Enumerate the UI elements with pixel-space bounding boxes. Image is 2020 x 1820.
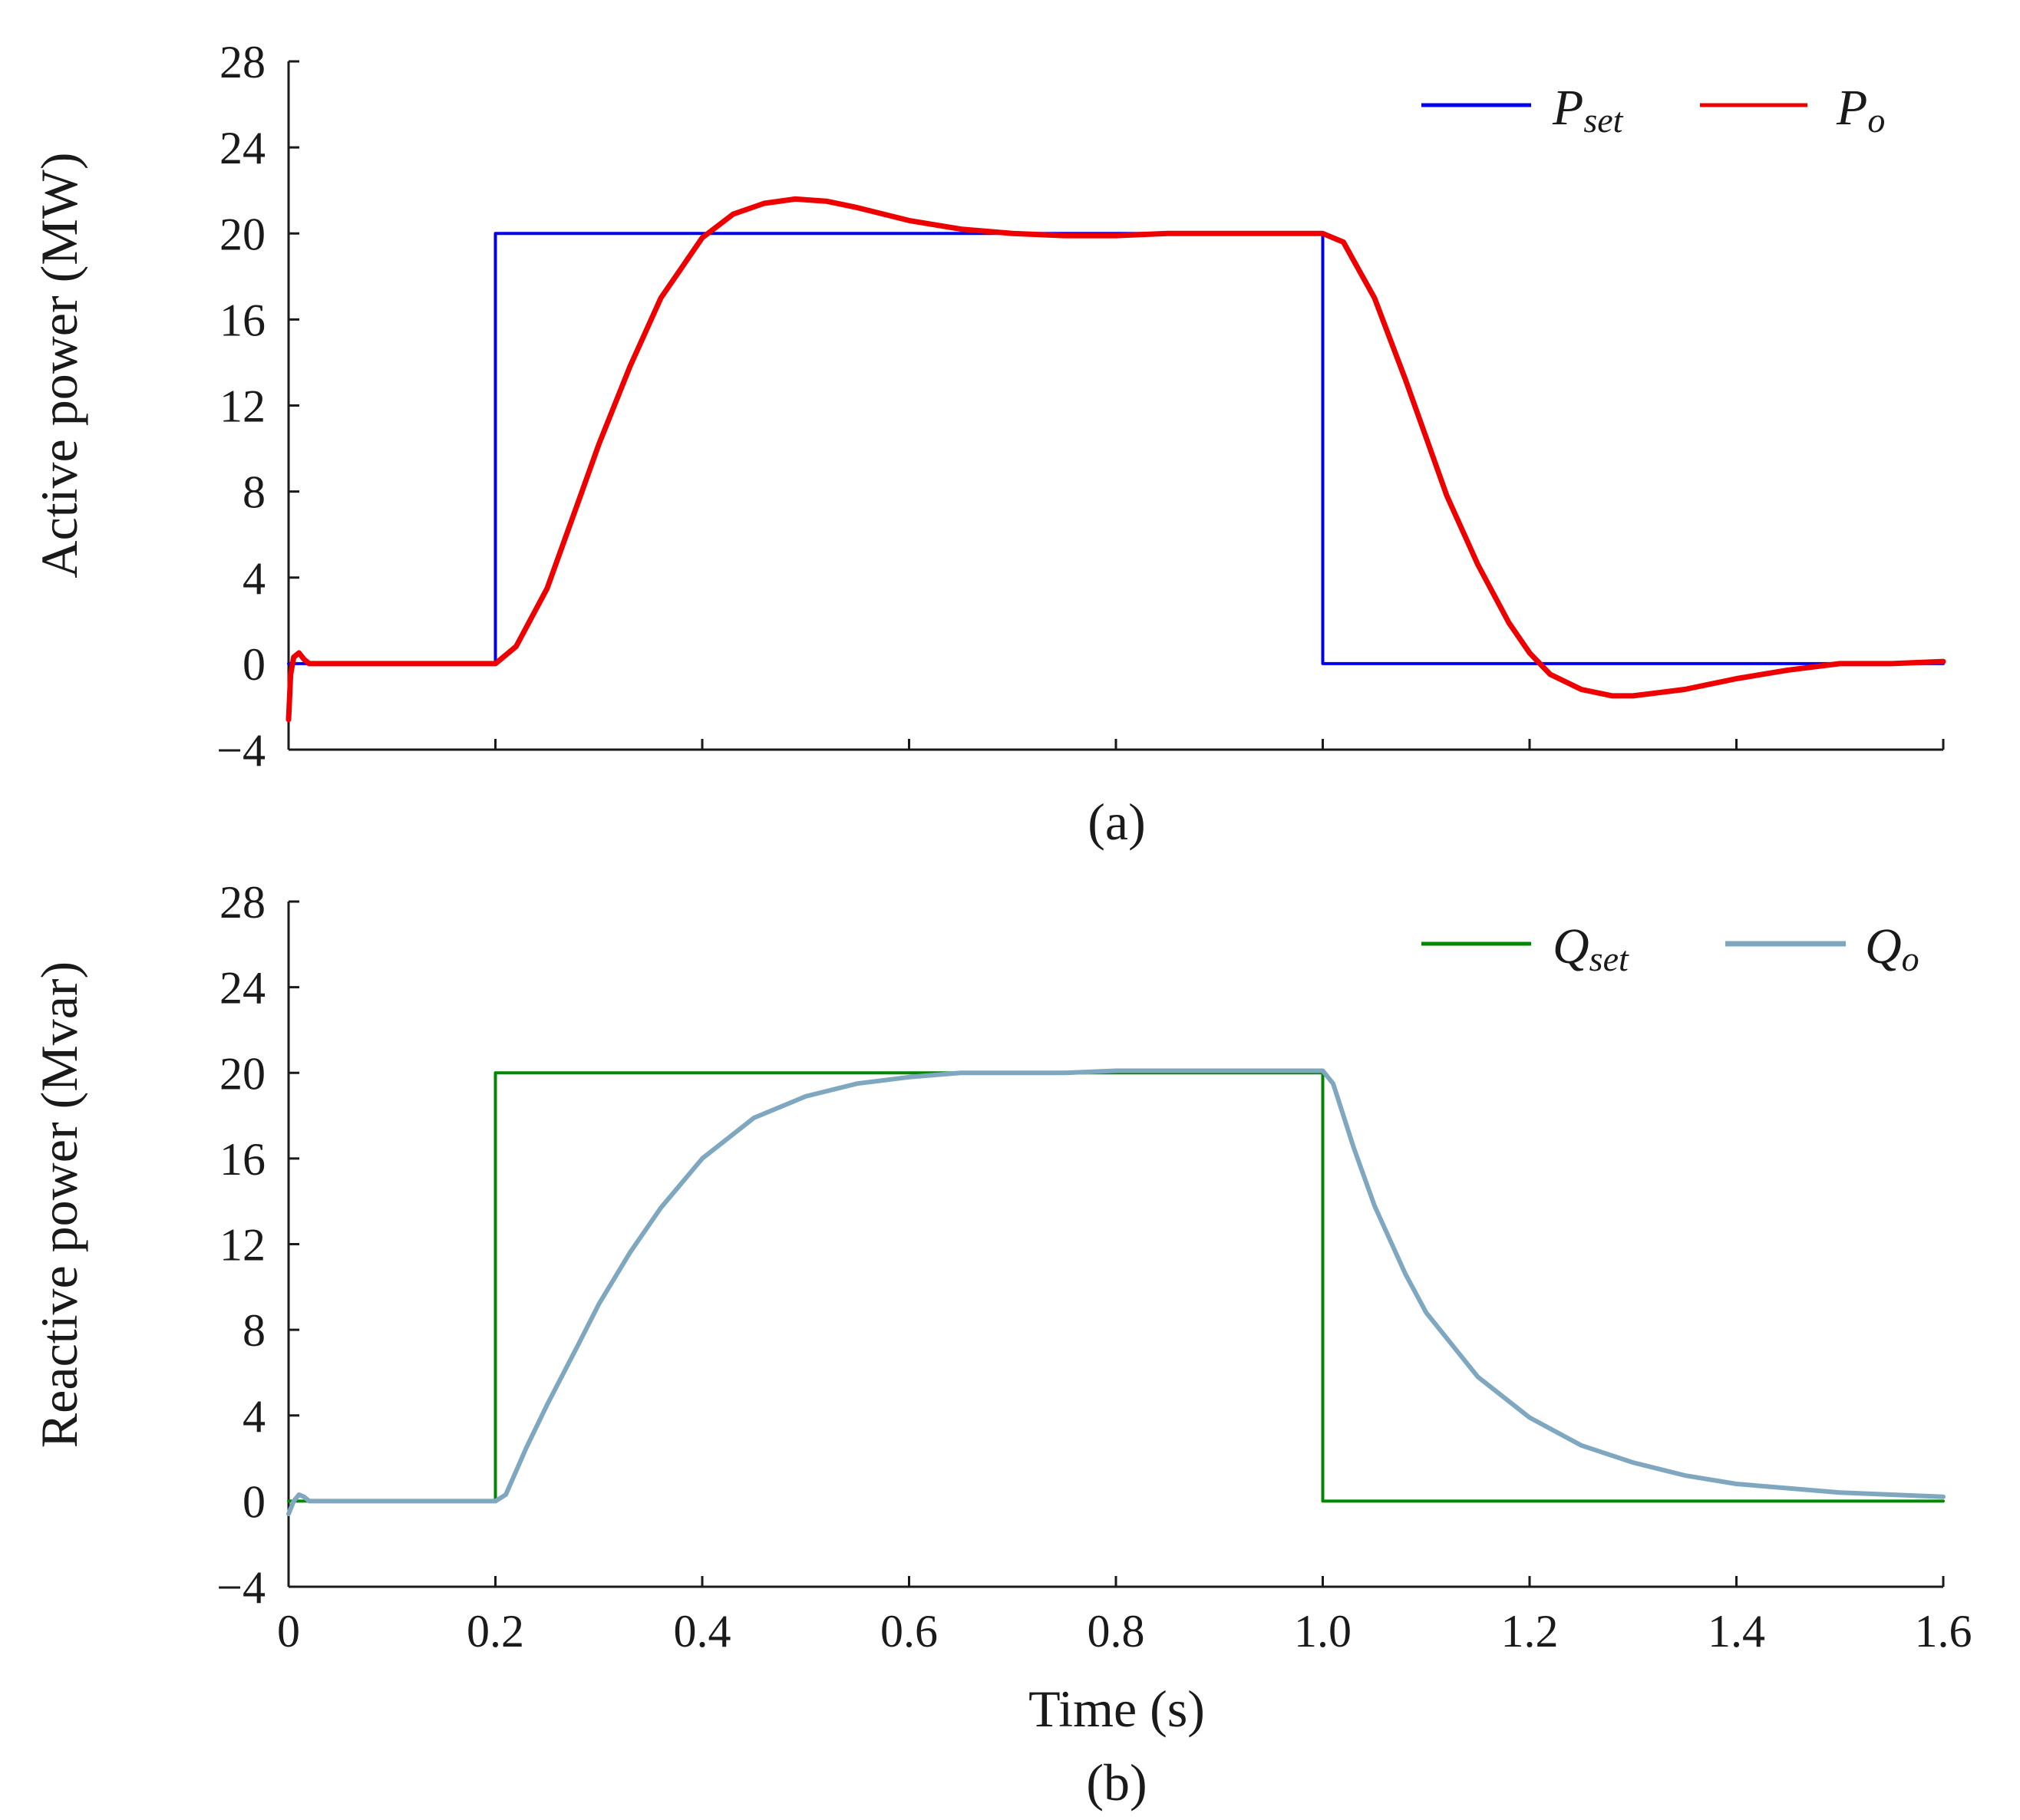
series-line-p-o xyxy=(286,196,1946,723)
y-tick-label: 28 xyxy=(219,37,266,87)
x-tick-label: 0.8 xyxy=(1088,1606,1145,1657)
x-axis-title: Time (s) xyxy=(1028,1680,1205,1738)
y-tick-label: 8 xyxy=(243,1305,266,1356)
x-tick-label: 0.2 xyxy=(467,1606,524,1657)
y-axis-title-reactive-power: Reactive power (Mvar) xyxy=(30,961,88,1448)
x-tick-label: 1.4 xyxy=(1708,1606,1765,1657)
x-tick-label: 1.6 xyxy=(1915,1606,1972,1657)
panel-active-power: −4 0 4 8 12 16 20 24 28 Active power (MW) (a) Ps… xyxy=(30,37,1946,851)
legend-reactive-power: Qset Qo xyxy=(1421,918,1919,978)
series-line-q-o xyxy=(286,1068,1946,1517)
panel-label-b: (b) xyxy=(1086,1753,1147,1812)
y-tick-label: 16 xyxy=(219,1134,266,1185)
y-tick-label: 24 xyxy=(219,123,266,173)
panel-label-a: (a) xyxy=(1088,793,1145,851)
legend-label-p-set: Pset xyxy=(1552,80,1624,140)
x-tick-label: 1.2 xyxy=(1501,1606,1559,1657)
y-tick-label: −4 xyxy=(216,725,266,776)
axes-active-power: −4 0 4 8 12 16 20 24 28 xyxy=(216,37,1945,776)
y-tick-label: −4 xyxy=(216,1562,266,1613)
y-tick-label: 4 xyxy=(243,553,266,604)
y-tick-label: 8 xyxy=(243,467,266,518)
y-tick-label: 0 xyxy=(243,1476,266,1527)
y-tick-label: 28 xyxy=(219,877,266,928)
y-tick-label: 12 xyxy=(219,381,266,432)
series-line-q-set xyxy=(287,1071,1945,1503)
y-tick-label: 20 xyxy=(219,209,266,259)
y-tick-label: 0 xyxy=(243,639,266,690)
y-tick-label: 16 xyxy=(219,295,266,345)
x-tick-label: 1.0 xyxy=(1294,1606,1352,1657)
y-tick-label: 4 xyxy=(243,1391,266,1442)
x-tick-label: 0.4 xyxy=(674,1606,731,1657)
legend-active-power: Pset Po xyxy=(1421,80,1885,140)
series-line-p-set xyxy=(287,232,1945,665)
x-tick-label: 0 xyxy=(277,1606,300,1657)
x-tick-label: 0.6 xyxy=(880,1606,938,1657)
legend-label-q-o: Qo xyxy=(1865,918,1919,978)
y-tick-label: 12 xyxy=(219,1220,266,1271)
series-layer-reactive-power xyxy=(286,1068,1946,1517)
y-tick-label: 24 xyxy=(219,963,266,1014)
series-layer-active-power xyxy=(286,196,1946,723)
y-tick-label: 20 xyxy=(219,1048,266,1099)
legend-label-p-o: Po xyxy=(1836,80,1885,140)
y-axis-title-active-power: Active power (MW) xyxy=(30,152,88,578)
legend-label-q-set: Qset xyxy=(1553,918,1629,978)
